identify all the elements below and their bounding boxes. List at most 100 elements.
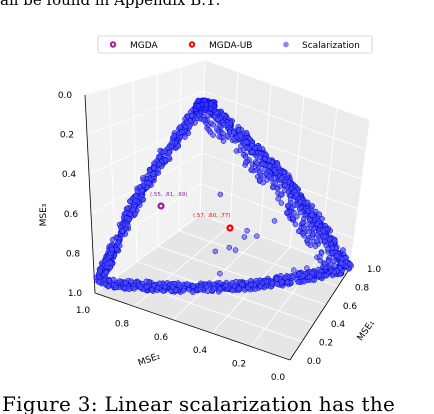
grid-line-x — [157, 245, 327, 306]
scatter-point — [140, 175, 146, 181]
scatter-point — [130, 206, 137, 213]
scatter-point — [216, 285, 223, 292]
x-tick-label: 0.6 — [343, 302, 358, 312]
scatter-point — [145, 180, 152, 186]
scatter-point — [162, 157, 169, 164]
axis-line — [94, 292, 291, 361]
scatter-point — [254, 233, 260, 239]
scatter-point — [314, 231, 320, 238]
scatter-point — [224, 133, 231, 139]
scatter-point — [197, 286, 204, 293]
scatter-point — [95, 279, 102, 285]
scatter-point — [233, 148, 240, 154]
scatter-point — [262, 166, 268, 173]
scatter-point — [128, 278, 135, 285]
scatter-point — [312, 208, 319, 215]
scatter-point — [305, 237, 311, 243]
axes — [84, 94, 351, 361]
scatter-point — [260, 161, 266, 167]
scatter-point — [299, 219, 306, 226]
scatter-point — [232, 247, 239, 253]
scatter-point — [105, 283, 112, 290]
scatter-point — [203, 283, 210, 290]
scatter-point — [285, 188, 292, 195]
scatter-point — [301, 278, 308, 285]
scatter-point — [186, 122, 193, 129]
scatter-point — [166, 149, 173, 156]
scatter-point — [275, 195, 281, 202]
scatter-point — [287, 196, 294, 203]
grid-line-y-wall — [132, 80, 138, 262]
scatter-point — [96, 268, 103, 274]
x-tick-label: 0.8 — [355, 283, 370, 293]
scatter-point — [314, 221, 321, 227]
y-tick-label: 1.0 — [76, 306, 91, 316]
figure-caption: Figure 3: Linear scalarization has the — [2, 392, 396, 414]
scatter-point — [113, 234, 120, 241]
scatter-point — [190, 283, 197, 289]
scatter-point — [126, 216, 133, 222]
scatter-point — [169, 284, 176, 290]
scatter-point — [340, 247, 346, 253]
scatter-point — [325, 258, 332, 264]
x-tick-label: 0.0 — [307, 357, 322, 367]
scatter-point — [229, 287, 236, 294]
scatter-point — [206, 127, 212, 133]
scatter-point — [171, 132, 178, 139]
scatter-point — [271, 218, 278, 224]
scatter-point — [217, 270, 223, 277]
legend-label-mgda-ub: MGDA-UB — [209, 41, 252, 51]
grid-line-y-wall — [178, 66, 182, 231]
scatter-point — [220, 130, 226, 137]
scatter-point — [180, 287, 187, 294]
z-axis-label: MSE₃ — [39, 203, 49, 226]
scatter-point — [274, 185, 281, 192]
legend-label-scalarization: Scalarization — [302, 41, 360, 51]
scatter-point — [184, 281, 190, 287]
scatter-point — [214, 126, 220, 132]
scatter-point — [254, 160, 260, 166]
scatter-point — [320, 228, 327, 234]
highlight-points — [157, 202, 234, 232]
scatter-point — [110, 276, 117, 283]
scatter-point — [162, 283, 168, 290]
scatter-point — [223, 282, 230, 289]
scatter-point — [301, 225, 307, 231]
scalarization-points — [93, 97, 354, 295]
scatter-point — [300, 272, 306, 279]
scatter-point — [104, 260, 111, 267]
scatter-point — [249, 142, 255, 149]
scatter-point — [248, 166, 255, 172]
scatter-point — [156, 161, 163, 168]
scatter-point — [208, 101, 215, 108]
scatter-point — [230, 130, 237, 136]
scatter-point — [131, 285, 138, 292]
mgda-ub-point — [226, 224, 234, 232]
scatter-point — [115, 239, 122, 246]
scatter-point — [210, 121, 217, 128]
scatter-point — [143, 283, 150, 290]
scatter-point — [242, 159, 249, 166]
scatter-point — [243, 139, 249, 145]
scatter-point — [321, 233, 328, 240]
scatter-point — [306, 228, 312, 235]
scatter-point — [133, 193, 139, 199]
legend-marker-scalarization — [283, 41, 289, 48]
scatter-point — [247, 281, 254, 288]
scatter-point — [274, 161, 281, 168]
y-tick-label: 0.4 — [193, 346, 208, 356]
scatter-point — [323, 272, 330, 279]
grid-line-x — [199, 214, 351, 269]
scatter-point — [203, 101, 210, 108]
scatter-point — [278, 279, 285, 285]
scatter-point — [239, 281, 245, 288]
scatter-point — [124, 222, 131, 229]
scatter-point — [270, 184, 276, 191]
scatter-point — [116, 278, 123, 285]
z-tick-label: 0.2 — [60, 131, 74, 141]
z-tick-label: 0.4 — [62, 170, 77, 180]
scatter-point — [325, 246, 331, 253]
scatter-point — [291, 209, 297, 216]
scatter-point — [137, 284, 144, 290]
grid-line-x-wall — [229, 71, 239, 226]
